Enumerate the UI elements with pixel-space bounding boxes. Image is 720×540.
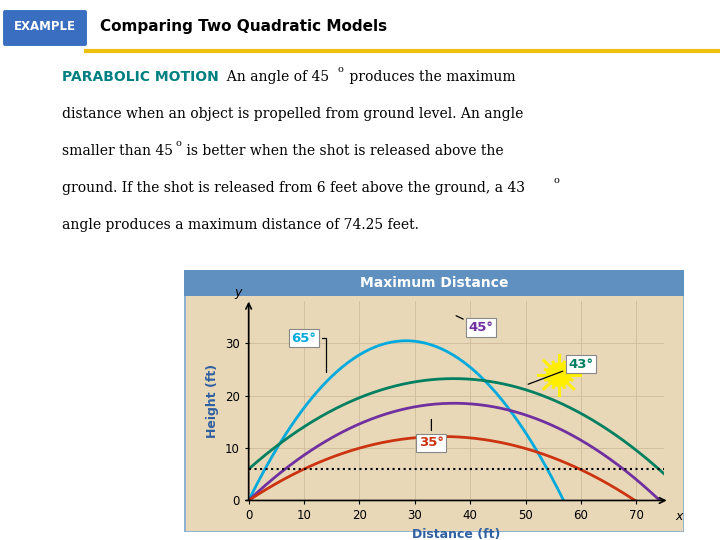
Y-axis label: Height (ft): Height (ft)	[206, 364, 219, 438]
Text: 35°: 35°	[419, 420, 444, 449]
Text: is better when the shot is released above the: is better when the shot is released abov…	[182, 144, 503, 158]
Bar	[184, 270, 684, 296]
Text: angle produces a maximum distance of 74.25 feet.: angle produces a maximum distance of 74.…	[62, 218, 419, 232]
Text: 65°: 65°	[292, 332, 326, 372]
Text: Maximum Distance: Maximum Distance	[359, 276, 508, 290]
Text: y: y	[234, 286, 241, 299]
Text: distance when an object is propelled from ground level. An angle: distance when an object is propelled fro…	[62, 107, 523, 121]
Text: EXAMPLE: EXAMPLE	[14, 21, 76, 33]
Text: o: o	[554, 176, 560, 185]
Text: smaller than 45: smaller than 45	[62, 144, 173, 158]
Text: An angle of 45: An angle of 45	[218, 70, 329, 84]
Text: 43°: 43°	[528, 358, 593, 384]
Text: x: x	[675, 510, 683, 523]
Text: o: o	[338, 65, 344, 74]
Circle shape	[546, 363, 571, 386]
Text: Comparing Two Quadratic Models: Comparing Two Quadratic Models	[100, 19, 387, 35]
Text: produces the maximum: produces the maximum	[345, 70, 516, 84]
X-axis label: Distance (ft): Distance (ft)	[412, 528, 500, 540]
Text: ground. If the shot is released from 6 feet above the ground, a 43: ground. If the shot is released from 6 f…	[62, 181, 525, 195]
FancyBboxPatch shape	[2, 9, 88, 47]
Text: 45°: 45°	[456, 316, 494, 334]
Text: PARABOLIC MOTION: PARABOLIC MOTION	[62, 70, 219, 84]
Text: o: o	[175, 139, 181, 148]
